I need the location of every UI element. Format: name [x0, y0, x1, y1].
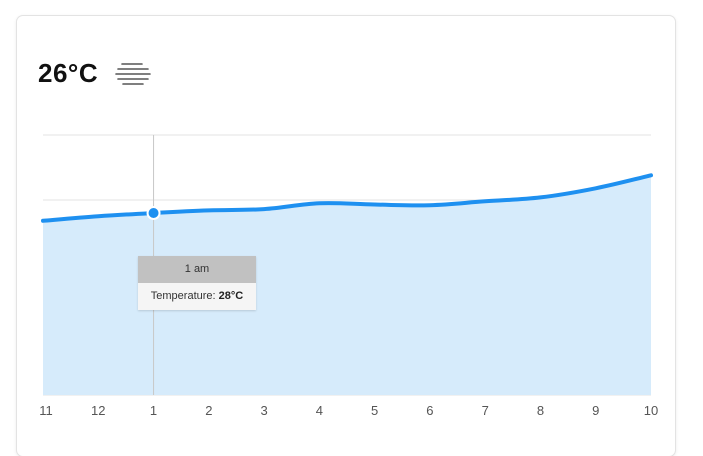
temperature-chart: 11 12 1 2 3 4 5 6 7 8 9 10 [37, 134, 658, 418]
x-tick-label: 1 [150, 403, 157, 418]
tooltip-body: Temperature: 28°C [138, 283, 256, 310]
tooltip-value: 28°C [218, 290, 244, 302]
current-weather-header: 26°C [38, 58, 152, 89]
current-temperature: 26°C [38, 58, 99, 88]
x-tick-label: 5 [371, 403, 378, 418]
data-point[interactable] [479, 195, 491, 207]
data-point[interactable] [424, 199, 436, 211]
x-tick-label: 10 [644, 403, 658, 418]
data-point[interactable] [590, 182, 602, 194]
x-tick-label: 2 [205, 403, 212, 418]
chart-tooltip: 1 am Temperature: 28°C [138, 256, 256, 310]
data-point[interactable] [534, 191, 546, 203]
x-tick-label: 8 [537, 403, 544, 418]
data-point[interactable] [37, 215, 49, 227]
x-tick-label: 12 [91, 403, 105, 418]
fog-icon [114, 61, 152, 87]
highlighted-data-point[interactable] [146, 206, 161, 220]
x-tick-label: 6 [426, 403, 433, 418]
data-point[interactable] [645, 169, 657, 181]
x-tick-label: 11 [39, 403, 53, 418]
x-tick-label: 3 [260, 403, 267, 418]
data-point[interactable] [369, 199, 381, 211]
data-point[interactable] [92, 210, 104, 222]
x-tick-label: 9 [592, 403, 599, 418]
data-point[interactable] [313, 197, 325, 209]
tooltip-label: Temperature: [150, 290, 216, 302]
x-tick-label: 7 [482, 403, 489, 418]
tooltip-time: 1 am [138, 256, 256, 283]
data-point[interactable] [258, 203, 270, 215]
temperature-area [43, 175, 651, 395]
data-point[interactable] [203, 204, 215, 216]
x-tick-label: 4 [316, 403, 323, 418]
